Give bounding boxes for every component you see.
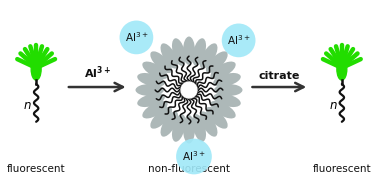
Circle shape: [176, 139, 212, 174]
Ellipse shape: [211, 62, 236, 79]
Text: $n$: $n$: [23, 99, 31, 112]
Ellipse shape: [142, 62, 167, 79]
Text: $n$: $n$: [328, 99, 337, 112]
Ellipse shape: [161, 43, 178, 69]
Ellipse shape: [137, 73, 165, 87]
Text: fluorescent: fluorescent: [7, 164, 65, 174]
Text: Al$^{3+}$: Al$^{3+}$: [182, 150, 206, 163]
Ellipse shape: [172, 38, 186, 66]
Ellipse shape: [150, 51, 172, 73]
Text: non-fluorescent: non-fluorescent: [148, 164, 230, 174]
Ellipse shape: [142, 101, 167, 118]
Ellipse shape: [183, 37, 195, 65]
Ellipse shape: [183, 115, 195, 143]
Ellipse shape: [137, 93, 165, 107]
Circle shape: [119, 21, 153, 54]
Ellipse shape: [172, 114, 186, 142]
Ellipse shape: [135, 84, 164, 96]
Text: fluorescent: fluorescent: [313, 164, 371, 174]
Text: $\bf{Al^{3+}}$: $\bf{Al^{3+}}$: [84, 64, 111, 81]
Ellipse shape: [214, 84, 243, 96]
Ellipse shape: [337, 58, 347, 80]
Ellipse shape: [192, 38, 206, 66]
Ellipse shape: [206, 107, 228, 129]
Text: citrate: citrate: [259, 71, 300, 81]
Ellipse shape: [150, 107, 172, 129]
Ellipse shape: [161, 111, 178, 137]
Ellipse shape: [213, 93, 241, 107]
Text: Al$^{3+}$: Al$^{3+}$: [227, 33, 250, 47]
Ellipse shape: [213, 73, 241, 87]
Ellipse shape: [211, 101, 236, 118]
Ellipse shape: [192, 114, 206, 142]
Circle shape: [222, 23, 256, 57]
Ellipse shape: [31, 58, 41, 80]
Ellipse shape: [206, 51, 228, 73]
Ellipse shape: [200, 43, 217, 69]
Text: Al$^{3+}$: Al$^{3+}$: [125, 31, 148, 44]
Circle shape: [181, 82, 197, 98]
Ellipse shape: [200, 111, 217, 137]
